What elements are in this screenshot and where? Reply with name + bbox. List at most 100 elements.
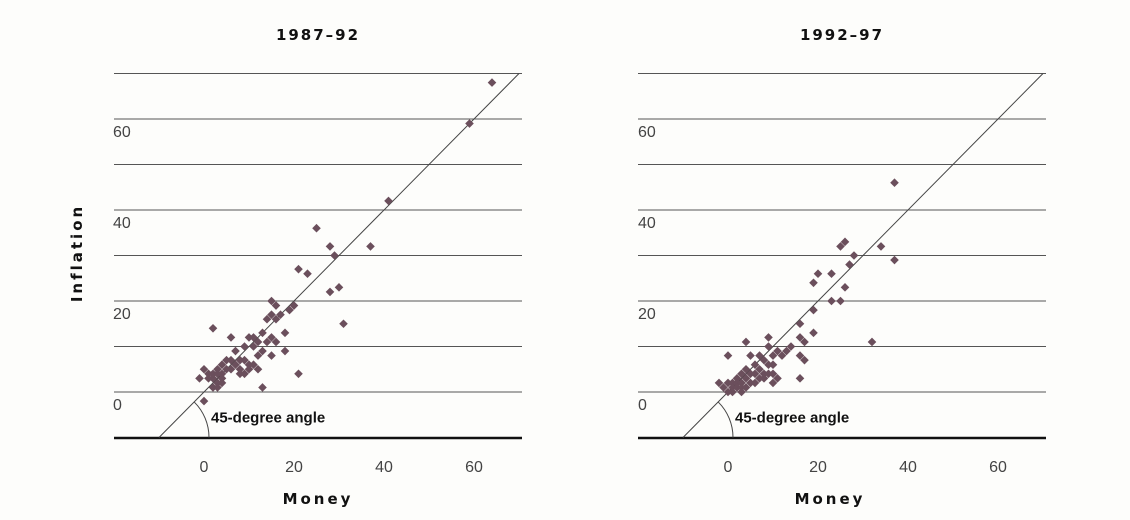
data-point: [786, 342, 796, 351]
data-point: [809, 278, 818, 288]
data-point: [800, 355, 809, 365]
data-point: [244, 360, 254, 369]
data-point: [334, 283, 344, 292]
data-point: [366, 242, 375, 251]
data-point: [890, 255, 899, 265]
data-point: [253, 364, 263, 374]
data-point: [325, 242, 335, 251]
data-point: [750, 378, 760, 388]
data-point: [755, 364, 764, 374]
data-point: [222, 355, 231, 365]
data-point: [258, 346, 267, 356]
data-point: [773, 374, 782, 383]
data-point: [741, 383, 751, 392]
data-point: [213, 369, 222, 379]
data-point: [732, 378, 742, 388]
chart-title: 1987–92: [276, 26, 360, 44]
x-tick-label: 40: [899, 459, 917, 476]
reference-line-45deg: [682, 73, 1044, 438]
data-point: [746, 378, 755, 388]
data-point: [217, 374, 227, 383]
data-point: [732, 374, 742, 383]
data-point: [289, 301, 299, 310]
data-point: [267, 296, 276, 306]
angle-arc: [717, 401, 734, 438]
data-point: [271, 314, 281, 324]
data-point: [226, 364, 236, 374]
data-point: [249, 333, 258, 342]
data-point: [244, 333, 254, 342]
data-point: [267, 351, 276, 360]
data-point: [199, 364, 209, 374]
data-point: [728, 378, 737, 388]
data-point: [384, 196, 393, 206]
data-point: [723, 351, 733, 360]
data-point: [719, 383, 728, 392]
data-point: [231, 360, 240, 369]
data-point: [303, 269, 312, 278]
data-point: [258, 328, 267, 338]
data-point: [249, 342, 258, 351]
data-point: [813, 269, 823, 278]
x-tick-label: 0: [200, 459, 209, 476]
y-axis-label: Inflation: [68, 204, 86, 302]
y-tick-label: 0: [638, 397, 647, 414]
data-point: [325, 287, 335, 297]
y-tick-label: 20: [638, 306, 656, 323]
data-point: [271, 337, 281, 347]
data-point: [222, 364, 231, 374]
data-point: [271, 301, 281, 310]
data-point: [800, 337, 809, 347]
angle-annotation: 45-degree angle: [211, 410, 325, 427]
data-point: [768, 351, 778, 360]
data-point: [759, 369, 769, 379]
data-point: [728, 387, 737, 397]
data-point: [217, 378, 227, 388]
data-point: [795, 351, 805, 360]
y-tick-label: 40: [638, 215, 656, 232]
data-point: [750, 360, 760, 369]
data-point: [867, 337, 877, 347]
x-tick-label: 60: [989, 459, 1007, 476]
data-point: [836, 296, 845, 306]
data-point: [235, 355, 245, 365]
data-point: [723, 378, 733, 388]
data-point: [330, 251, 339, 260]
data-point: [208, 383, 218, 392]
x-axis-label: Money: [283, 490, 354, 508]
data-point: [240, 355, 249, 365]
data-point: [285, 305, 294, 315]
reference-line-45deg: [158, 73, 520, 438]
data-point: [213, 383, 222, 392]
data-point: [262, 314, 272, 324]
data-point: [764, 342, 773, 351]
data-point: [737, 387, 746, 397]
data-point: [253, 351, 263, 360]
data-point: [258, 383, 267, 392]
data-point: [199, 396, 209, 406]
data-point: [213, 378, 222, 388]
data-point: [723, 387, 733, 397]
data-point: [782, 346, 791, 356]
data-point: [836, 242, 845, 251]
data-point: [764, 333, 773, 342]
y-tick-label: 0: [113, 397, 122, 414]
data-point: [195, 374, 204, 383]
data-point: [294, 264, 303, 274]
data-point: [764, 360, 773, 369]
data-point: [728, 383, 737, 392]
data-point: [240, 369, 249, 379]
data-point: [262, 337, 272, 347]
data-point: [777, 351, 787, 360]
x-tick-label: 20: [809, 459, 827, 476]
data-point: [741, 374, 751, 383]
data-point: [267, 310, 276, 319]
data-point: [217, 369, 227, 379]
data-point: [876, 242, 886, 251]
data-point: [235, 369, 245, 379]
data-point: [204, 374, 213, 383]
angle-annotation: 45-degree angle: [735, 410, 849, 427]
x-tick-label: 0: [724, 459, 733, 476]
data-point: [226, 333, 236, 342]
data-point: [755, 374, 764, 383]
